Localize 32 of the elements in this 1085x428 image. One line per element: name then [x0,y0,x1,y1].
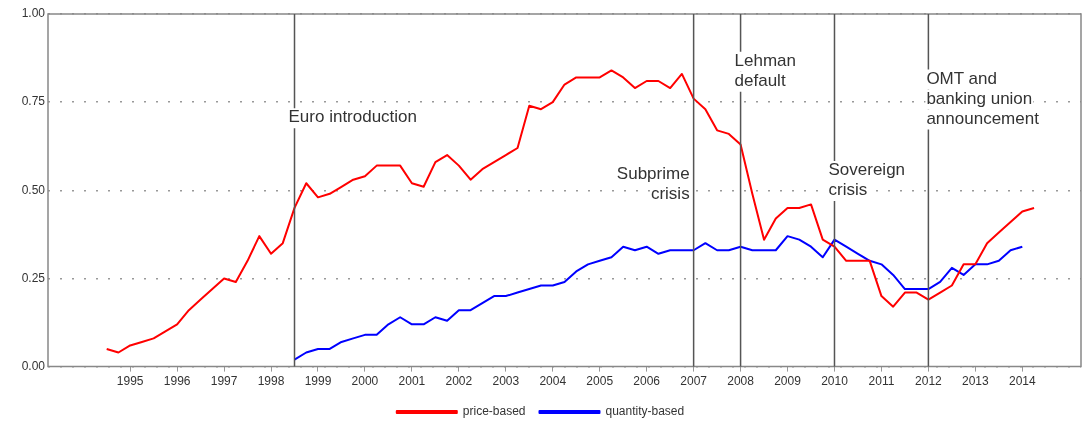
x-tick-label: 1999 [304,374,332,389]
x-tick-label: 2012 [915,374,943,389]
x-tick-label: 1998 [257,374,285,389]
x-tick-label: 1995 [116,374,144,389]
x-tick-label: 2007 [680,374,708,389]
x-tick-label: 2004 [539,374,567,389]
ref-line-label: Sovereign crisis [828,160,906,200]
ref-line-label: OMT and banking union announcement [926,68,1040,128]
x-tick-label: 2000 [351,374,379,389]
x-tick-label: 2002 [445,374,473,389]
y-tick-label: 1.00 [21,6,46,21]
x-tick-label: 2010 [821,374,849,389]
x-tick-label: 2014 [1008,374,1036,389]
y-tick-label: 0.75 [21,94,46,109]
x-tick-label: 1997 [210,374,238,389]
y-tick-label: 0.25 [21,270,46,285]
x-tick-label: 2009 [774,374,802,389]
y-tick-label: 0.00 [21,358,46,373]
ref-line-label: Subprime crisis [616,163,690,203]
legend-label: price-based [462,404,526,419]
y-tick-label: 0.50 [21,182,46,197]
ref-line-label: Euro introduction [288,107,418,127]
x-tick-label: 2008 [727,374,755,389]
x-tick-label: 1996 [163,374,191,389]
x-tick-label: 2006 [633,374,661,389]
x-tick-label: 2013 [962,374,990,389]
x-tick-label: 2003 [492,374,520,389]
x-tick-label: 2011 [868,374,895,389]
legend-label: quantity-based [605,404,685,419]
x-tick-label: 2001 [398,374,426,389]
ref-line-label: Lehman default [734,50,797,90]
x-tick-label: 2005 [586,374,614,389]
